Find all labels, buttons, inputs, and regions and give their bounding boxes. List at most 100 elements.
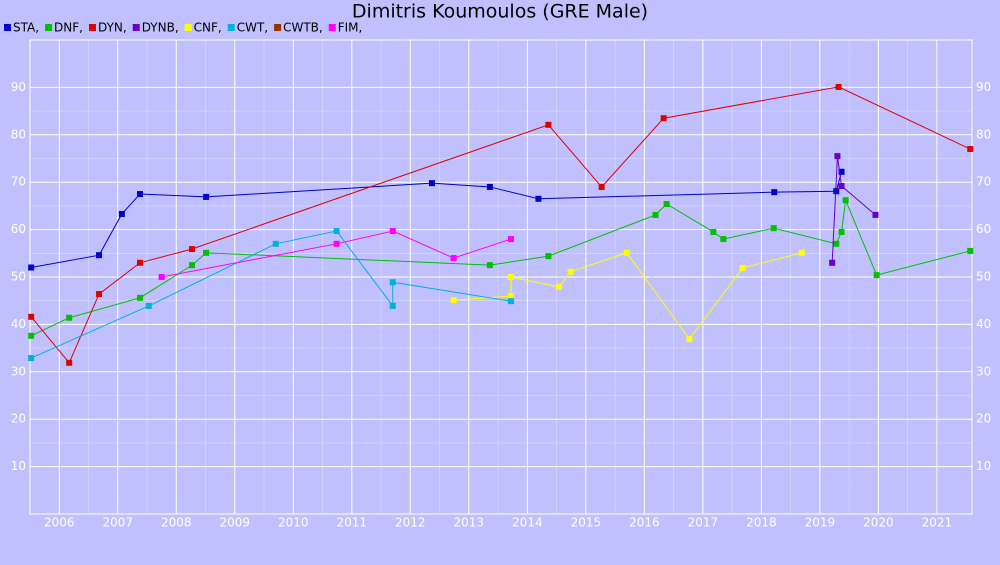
legend-swatch bbox=[184, 24, 192, 31]
data-point bbox=[710, 228, 717, 235]
data-point bbox=[158, 274, 165, 280]
x-tick-label: 2007 bbox=[102, 516, 133, 530]
data-point bbox=[545, 121, 552, 128]
y-tick-label: 60 bbox=[11, 222, 26, 236]
y-tick-label-right: 90 bbox=[976, 80, 991, 94]
y-tick-label: 20 bbox=[11, 412, 26, 426]
x-tick-label: 2006 bbox=[44, 516, 75, 530]
data-point bbox=[967, 146, 974, 153]
data-point bbox=[873, 272, 880, 279]
data-point bbox=[28, 355, 35, 362]
legend-swatch bbox=[132, 24, 140, 31]
data-point bbox=[389, 302, 396, 309]
data-point bbox=[189, 246, 196, 253]
data-point bbox=[203, 249, 210, 256]
data-point bbox=[720, 236, 727, 243]
x-tick-label: 2018 bbox=[746, 516, 777, 530]
data-point bbox=[136, 191, 143, 198]
data-point bbox=[567, 268, 574, 275]
y-tick-label-right: 80 bbox=[976, 127, 991, 141]
data-point bbox=[598, 183, 605, 190]
y-tick-label: 40 bbox=[11, 317, 26, 331]
data-point bbox=[838, 182, 845, 189]
x-tick-label: 2012 bbox=[395, 516, 426, 530]
data-point bbox=[623, 249, 630, 256]
legend-swatch bbox=[274, 24, 282, 31]
legend-label: DYN, bbox=[98, 21, 127, 35]
y-tick-label: 10 bbox=[11, 459, 26, 473]
y-tick-label-right: 20 bbox=[976, 412, 991, 426]
data-point bbox=[203, 193, 210, 200]
data-point bbox=[829, 259, 836, 266]
legend-swatch bbox=[4, 24, 11, 31]
x-tick-label: 2013 bbox=[454, 516, 485, 530]
data-point bbox=[507, 298, 514, 305]
data-point bbox=[136, 259, 143, 266]
x-tick-label: 2021 bbox=[922, 516, 953, 530]
data-point bbox=[872, 211, 879, 218]
series-line bbox=[30, 86, 971, 364]
y-tick-label-right: 60 bbox=[976, 222, 991, 236]
data-point bbox=[555, 283, 562, 290]
y-tick-label: 90 bbox=[11, 80, 26, 94]
legend-label: DNF, bbox=[54, 21, 83, 35]
y-tick-label: 80 bbox=[11, 127, 26, 141]
data-point bbox=[686, 336, 693, 343]
data-point bbox=[145, 302, 152, 309]
x-tick-label: 2014 bbox=[512, 516, 543, 530]
data-point bbox=[771, 189, 778, 196]
legend-label: CNF, bbox=[194, 21, 222, 35]
data-point bbox=[189, 262, 196, 269]
data-point bbox=[545, 253, 552, 260]
y-tick-label-right: 10 bbox=[976, 459, 991, 473]
data-point bbox=[833, 188, 840, 195]
data-point bbox=[96, 252, 103, 259]
y-tick-label: 30 bbox=[11, 364, 26, 378]
data-point bbox=[66, 359, 73, 366]
y-tick-label-right: 50 bbox=[976, 270, 991, 284]
data-point bbox=[450, 297, 457, 304]
data-point bbox=[428, 180, 435, 187]
data-point bbox=[333, 240, 340, 247]
data-point bbox=[739, 264, 746, 271]
data-point bbox=[333, 228, 340, 235]
data-point bbox=[389, 228, 396, 235]
y-tick-label-right: 40 bbox=[976, 317, 991, 331]
legend-label: FIM, bbox=[338, 21, 363, 35]
y-tick-label-right: 30 bbox=[976, 364, 991, 378]
data-point bbox=[838, 228, 845, 235]
data-point bbox=[833, 240, 840, 247]
y-tick-label-right: 70 bbox=[976, 175, 991, 189]
x-tick-label: 2020 bbox=[863, 516, 894, 530]
data-point bbox=[28, 332, 35, 339]
legend-label: CWT, bbox=[237, 21, 268, 35]
data-point bbox=[507, 236, 514, 243]
x-tick-label: 2017 bbox=[688, 516, 719, 530]
data-point bbox=[663, 201, 670, 208]
data-point bbox=[96, 291, 103, 298]
data-point bbox=[507, 292, 514, 299]
data-point bbox=[834, 153, 841, 160]
data-point bbox=[838, 168, 845, 175]
data-point bbox=[28, 264, 35, 271]
x-tick-label: 2008 bbox=[161, 516, 192, 530]
y-tick-label: 70 bbox=[11, 175, 26, 189]
legend-swatch bbox=[88, 24, 96, 31]
data-point bbox=[798, 249, 805, 256]
data-point bbox=[389, 279, 396, 286]
data-point bbox=[770, 225, 777, 232]
data-point bbox=[652, 211, 659, 218]
data-point bbox=[118, 210, 125, 217]
data-point bbox=[535, 195, 542, 202]
data-point bbox=[507, 274, 514, 280]
x-tick-label: 2019 bbox=[805, 516, 836, 530]
data-point bbox=[842, 197, 849, 204]
data-point bbox=[486, 262, 493, 269]
data-point bbox=[272, 240, 279, 247]
data-point bbox=[28, 313, 35, 320]
data-point bbox=[450, 255, 457, 262]
data-point bbox=[660, 115, 667, 122]
legend-swatch bbox=[328, 24, 336, 31]
y-tick-label: 50 bbox=[11, 270, 26, 284]
